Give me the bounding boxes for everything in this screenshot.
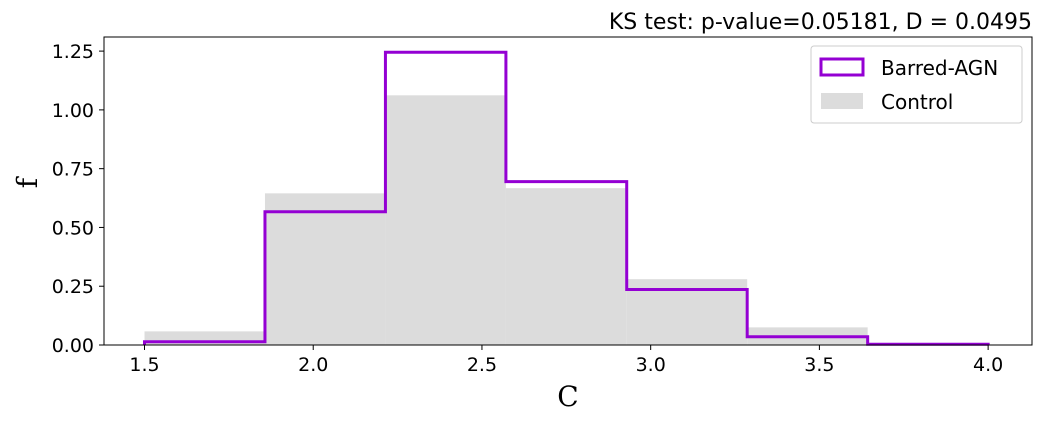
legend-label-barred-agn: Barred-AGN bbox=[881, 56, 998, 80]
x-axis-label: C bbox=[557, 380, 578, 413]
barred-agn-step bbox=[142, 50, 990, 346]
x-tick-label: 2.0 bbox=[298, 354, 328, 376]
y-tick-label: 1.00 bbox=[52, 100, 94, 122]
control-bar bbox=[385, 95, 506, 345]
chart-title: KS test: p-value=0.05181, D = 0.0495 bbox=[609, 10, 1032, 35]
control-bar bbox=[505, 188, 627, 345]
y-tick-label: 0.75 bbox=[52, 159, 94, 181]
legend: Barred-AGN Control bbox=[810, 45, 1023, 124]
control-bar bbox=[264, 193, 386, 345]
y-axis-label: f bbox=[11, 175, 44, 188]
legend-label-control: Control bbox=[881, 90, 953, 114]
legend-swatch-control bbox=[821, 93, 863, 109]
barred-agn-step-line bbox=[142, 50, 990, 346]
x-axis-ticks: 1.5 2.0 2.5 3.0 3.5 4.0 bbox=[129, 345, 1003, 376]
x-tick-label: 3.0 bbox=[636, 354, 666, 376]
x-tick-label: 4.0 bbox=[973, 354, 1003, 376]
legend-swatch-barred-agn bbox=[819, 57, 865, 77]
y-tick-label: 0.25 bbox=[52, 276, 94, 298]
y-axis-ticks: 0.00 0.25 0.50 0.75 1.00 1.25 bbox=[52, 41, 104, 357]
x-tick-label: 3.5 bbox=[804, 354, 834, 376]
x-tick-label: 1.5 bbox=[129, 354, 159, 376]
plot-frame bbox=[103, 36, 1033, 346]
y-tick-label: 0.50 bbox=[52, 217, 94, 239]
y-tick-label: 0.00 bbox=[52, 335, 94, 357]
y-tick-label: 1.25 bbox=[52, 41, 94, 63]
control-bars bbox=[144, 95, 989, 345]
x-tick-label: 2.5 bbox=[467, 354, 497, 376]
